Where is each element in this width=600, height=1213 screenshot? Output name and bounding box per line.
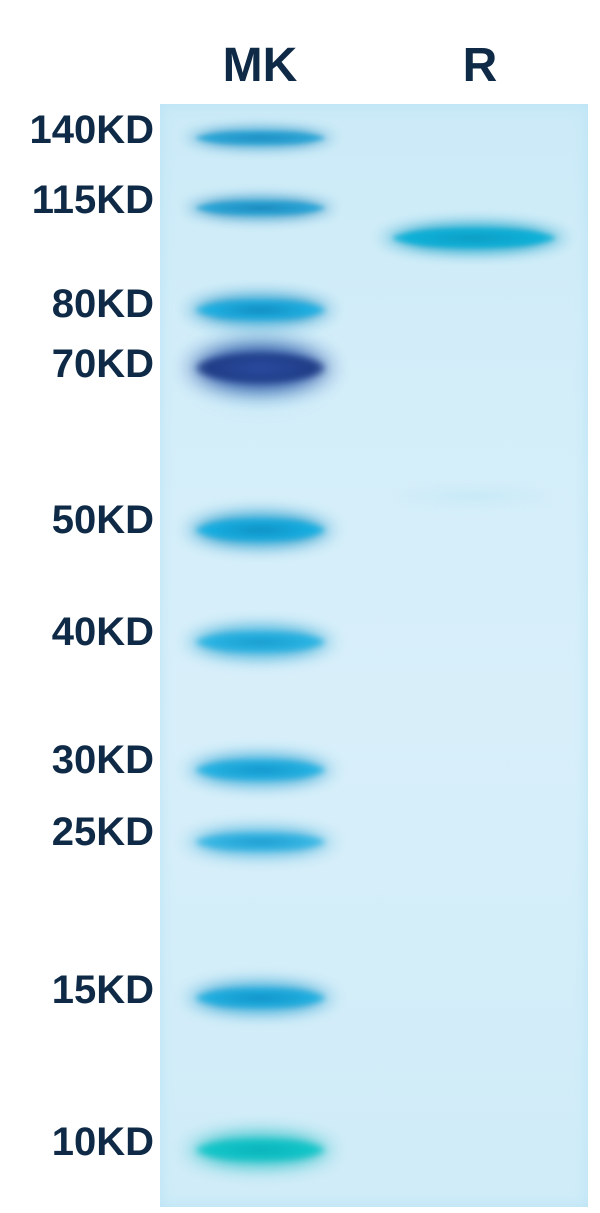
marker-band-70KD-core [196,354,325,382]
marker-band-50KD-core [196,520,325,540]
mw-label-115kd: 115KD [0,178,160,223]
mw-label-30kd: 30KD [0,738,160,783]
sample-faint-band [389,490,558,502]
marker-band-25KD-core [196,834,325,849]
mw-label-10kd: 10KD [0,1120,160,1165]
mw-label-25kd: 25KD [0,810,160,855]
mw-label-15kd: 15KD [0,968,160,1013]
mw-label-70kd: 70KD [0,342,160,387]
marker-band-140KD-core [196,132,325,144]
mw-label-40kd: 40KD [0,610,160,655]
mw-label-140kd: 140KD [0,108,160,153]
lane-label-marker: MK [160,38,360,93]
marker-band-80KD-core [196,301,325,318]
lane-label-sample: R [380,38,580,93]
mw-label-80kd: 80KD [0,282,160,327]
sds-page-figure: MK R 140KD 115KD 80KD 70KD 50KD 40KD 30K… [0,0,600,1213]
marker-band-10KD-core [196,1140,325,1160]
marker-band-30KD-core [196,761,325,778]
sample-band-~110KD-core [393,229,555,246]
marker-band-40KD-core [196,633,325,652]
mw-label-50kd: 50KD [0,498,160,543]
marker-band-15KD-core [196,989,325,1006]
